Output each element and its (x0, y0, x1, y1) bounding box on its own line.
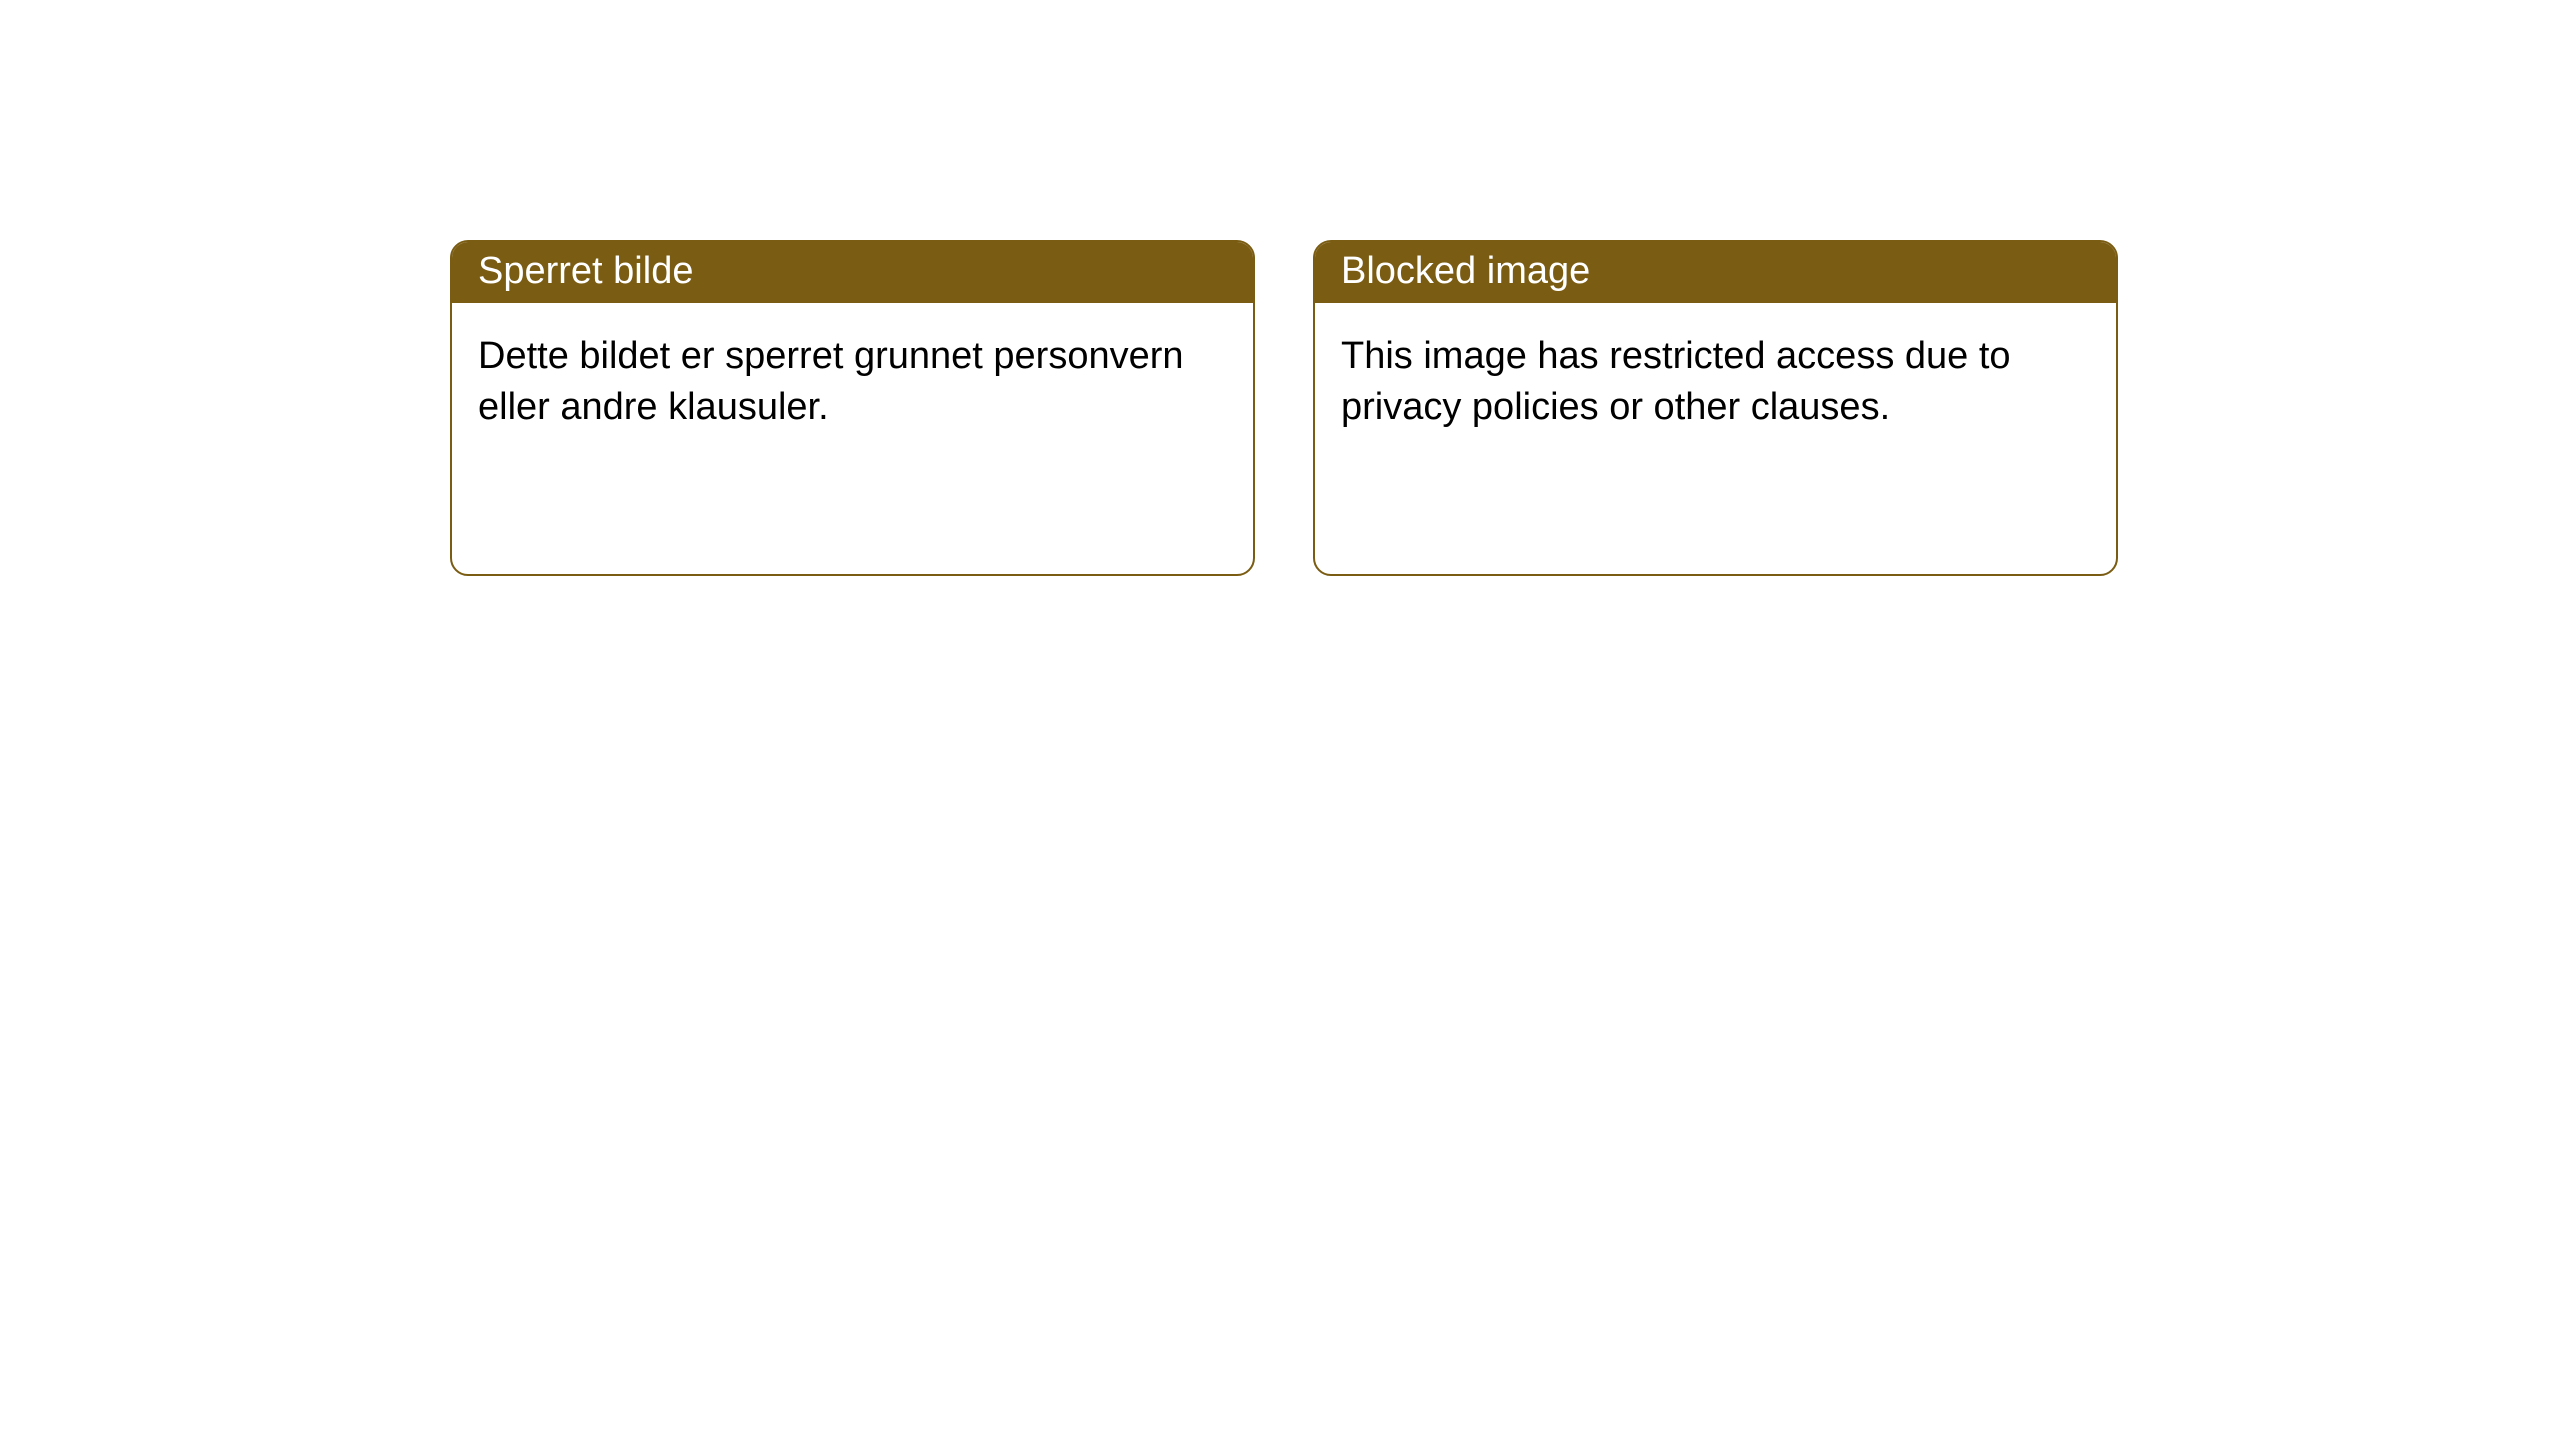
notice-body-norwegian: Dette bildet er sperret grunnet personve… (452, 303, 1253, 462)
notice-title-norwegian: Sperret bilde (452, 242, 1253, 303)
notice-body-english: This image has restricted access due to … (1315, 303, 2116, 462)
notice-card-english: Blocked image This image has restricted … (1313, 240, 2118, 576)
notice-card-norwegian: Sperret bilde Dette bildet er sperret gr… (450, 240, 1255, 576)
notice-container: Sperret bilde Dette bildet er sperret gr… (0, 0, 2560, 576)
notice-title-english: Blocked image (1315, 242, 2116, 303)
